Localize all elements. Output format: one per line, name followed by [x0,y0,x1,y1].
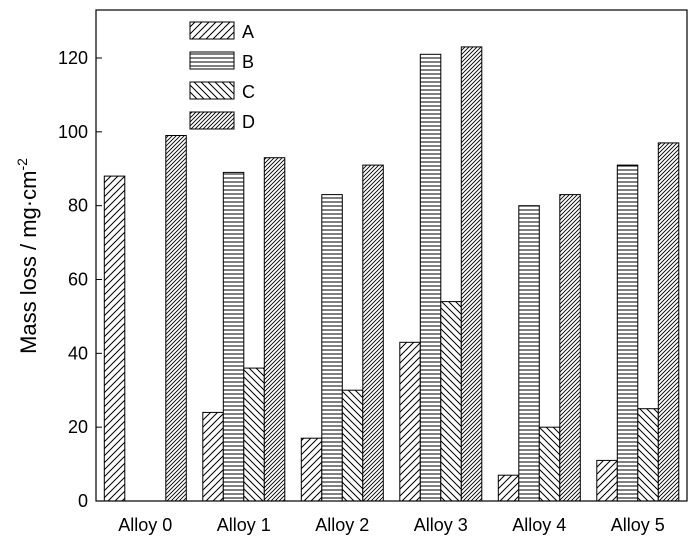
bar-D-alloy-0 [165,135,187,502]
legend-label-B: B [242,52,254,72]
legend-swatch-A [189,21,235,40]
bar-C-alloy-1 [243,367,265,502]
bar-C-alloy-5 [637,408,659,502]
x-tick-label: Alloy 5 [611,515,665,535]
y-tick-label: 120 [58,48,88,68]
bar-D-alloy-5 [657,142,680,502]
legend-label-A: A [242,22,254,42]
x-tick-label: Alloy 2 [315,515,369,535]
x-tick-label: Alloy 1 [217,515,271,535]
bar-D-alloy-1 [263,157,286,502]
legend-swatch-B [189,51,235,70]
legend-label-D: D [242,112,255,132]
y-axis-label-superscript: -2 [14,158,30,171]
x-tick-label: Alloy 4 [512,515,566,535]
y-axis-label: Mass loss / mg·cm-2 [14,158,41,354]
bar-C-alloy-4 [538,426,561,502]
bar-D-alloy-3 [460,46,483,502]
y-axis-label-text: Mass loss / mg·cm [16,171,41,354]
x-tick-label: Alloy 0 [118,515,172,535]
bar-B-alloy-2 [321,194,343,502]
y-tick-label: 60 [68,269,88,289]
x-tick-label: Alloy 3 [414,515,468,535]
y-tick-label: 40 [68,343,88,363]
bar-B-alloy-4 [518,205,540,502]
bars-layer [103,46,680,502]
bar-D-alloy-4 [559,194,581,502]
bar-B-alloy-1 [222,171,245,502]
bar-B-alloy-5 [616,164,639,502]
bar-C-alloy-3 [440,301,462,502]
bar-D-alloy-2 [362,164,384,502]
y-tick-label: 100 [58,122,88,142]
legend-label-C: C [242,82,255,102]
plot-frame [95,9,688,502]
legend-swatch-C [189,81,235,100]
bar-A-alloy-3 [399,341,421,502]
bar-A-alloy-1 [202,411,224,502]
bar-A-alloy-4 [497,474,520,502]
y-tick-label: 0 [78,491,88,511]
bar-C-alloy-2 [341,389,364,502]
bar-A-alloy-0 [103,175,126,502]
bar-A-alloy-5 [596,459,618,502]
bar-A-alloy-2 [300,437,323,502]
y-tick-label: 20 [68,417,88,437]
y-tick-label: 80 [68,196,88,216]
legend-swatch-D [189,111,235,130]
ticks-layer: 0 20 40 60 80 100 120 Alloy 0 Alloy 1 Alloy 2 Allo… [58,48,665,535]
bar-B-alloy-3 [419,53,442,502]
